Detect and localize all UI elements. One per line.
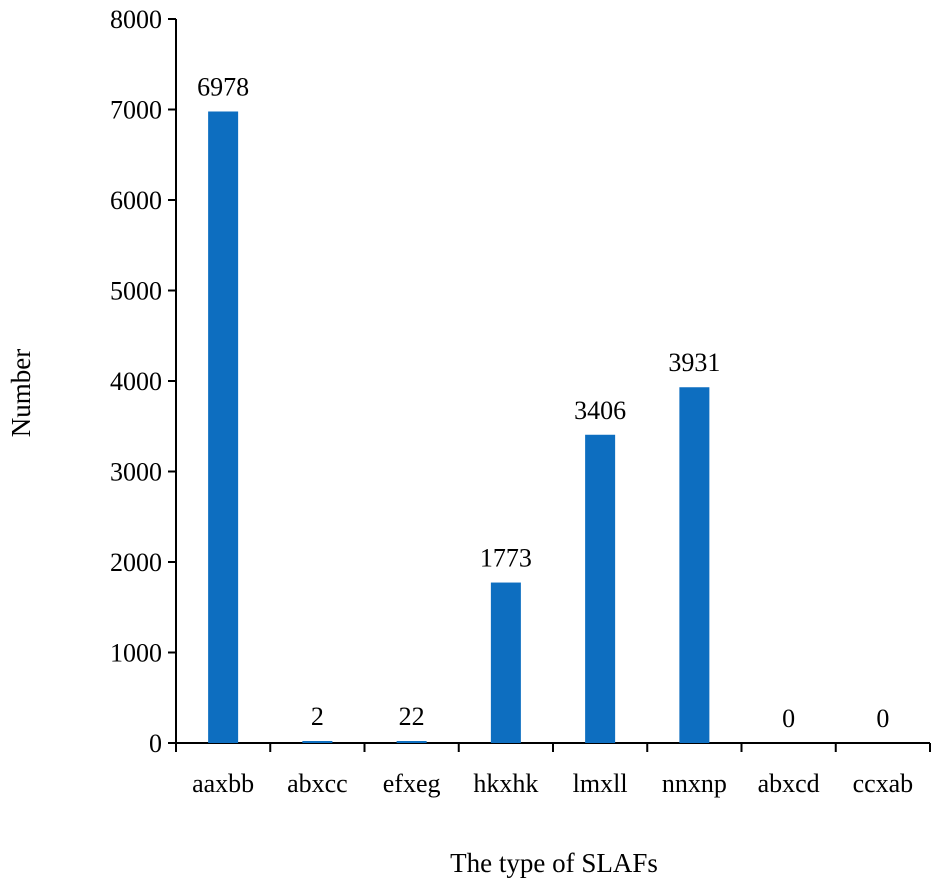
y-tick-label: 4000 [110, 367, 162, 396]
data-label-aaxbb: 6978 [197, 72, 249, 101]
data-label-lmxll: 3406 [574, 396, 626, 425]
y-tick-label: 8000 [110, 5, 162, 34]
y-tick-label: 1000 [110, 639, 162, 668]
data-label-nnxnp: 3931 [668, 348, 720, 377]
data-label-abxcd: 0 [782, 704, 795, 733]
data-label-hkxhk: 1773 [480, 544, 532, 573]
data-label-ccxab: 0 [876, 704, 889, 733]
y-tick-label: 7000 [110, 96, 162, 125]
y-axis-title: Number [6, 349, 36, 437]
x-tick-label-abxcc: abxcc [287, 769, 348, 798]
bar-lmxll [585, 434, 616, 743]
y-tick-label: 2000 [110, 548, 162, 577]
bar-nnxnp [679, 387, 710, 743]
x-tick-label-abxcd: abxcd [758, 769, 820, 798]
data-label-abxcc: 2 [311, 702, 324, 731]
bar-hkxhk [490, 582, 521, 743]
bar-efxeg [396, 741, 427, 743]
x-tick-label-efxeg: efxeg [383, 769, 441, 798]
x-tick-label-lmxll: lmxll [573, 769, 628, 798]
plot-area: 0 1000 2000 3000 4000 5000 6000 7000 8000 6978 aax… [110, 5, 931, 798]
x-tick-label-hkxhk: hkxhk [473, 769, 538, 798]
bar-aaxbb [208, 111, 239, 744]
x-axis-title: The type of SLAFs [450, 848, 658, 878]
bar-abxcc [302, 741, 333, 743]
x-tick-label-ccxab: ccxab [853, 769, 914, 798]
y-tick-label: 3000 [110, 458, 162, 487]
y-tick-label: 0 [149, 729, 162, 758]
data-label-efxeg: 22 [399, 702, 425, 731]
y-tick-label: 5000 [110, 277, 162, 306]
x-tick-label-nnxnp: nnxnp [662, 769, 727, 798]
x-tick-label-aaxbb: aaxbb [192, 769, 254, 798]
y-tick-label: 6000 [110, 186, 162, 215]
